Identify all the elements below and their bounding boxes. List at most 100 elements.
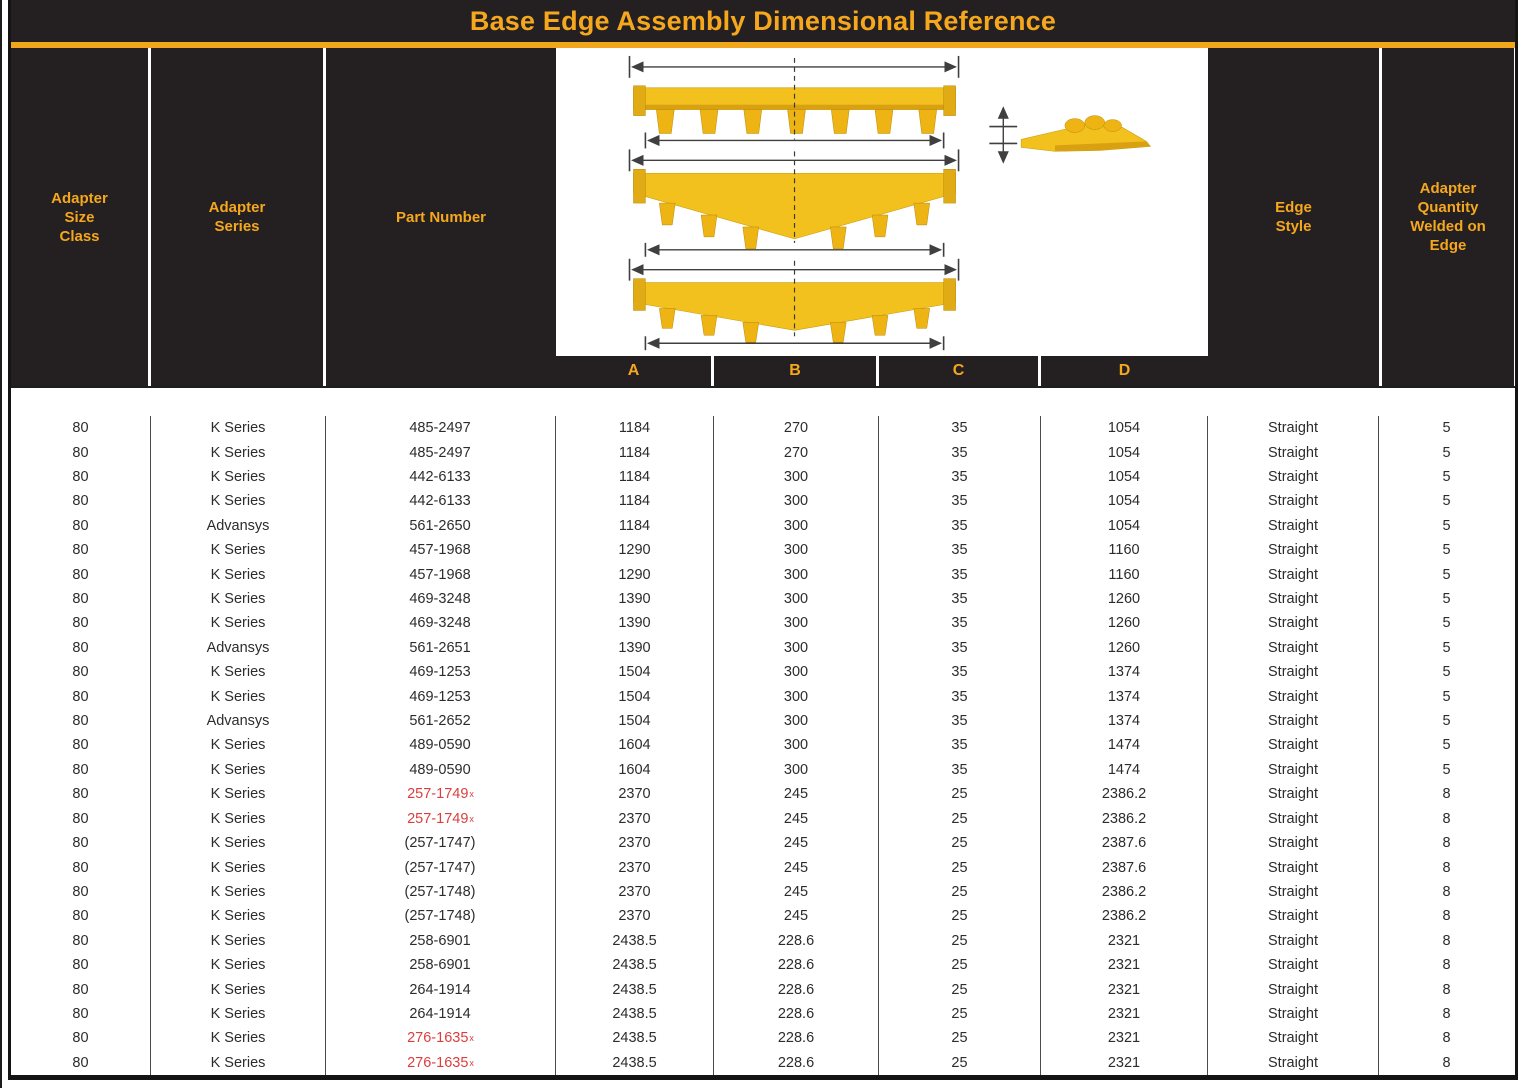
cell-part-number: 469-1253 (326, 684, 556, 709)
part-number-text: 258-6901 (409, 957, 471, 974)
cell-adapter-quantity: 8 (1442, 1054, 1451, 1071)
cell-dim-b: 228.6 (714, 952, 879, 978)
table-row: 80 K Series 489-0590 1604 300 35 1474 St… (11, 733, 1515, 758)
cell-adapter-quantity: 8 (1442, 835, 1451, 852)
cell-dim-d: 1260 (1041, 635, 1208, 661)
cell-adapter-quantity: 5 (1442, 469, 1451, 486)
cell-dim-c: 35 (879, 684, 1041, 709)
cell-adapter-size-class: 80 (11, 782, 151, 807)
cell-dim-d: 1260 (1041, 611, 1208, 636)
cell-dim-b: 245 (714, 806, 879, 831)
cell-adapter-series: K Series (151, 806, 326, 831)
cell-adapter-quantity: 5 (1442, 517, 1451, 534)
cell-adapter-size-class: 80 (11, 1050, 151, 1075)
cell-part-number: 264-1914 (326, 1001, 556, 1027)
cell-edge-style: Straight (1208, 757, 1379, 783)
cell-edge-style: Straight (1208, 660, 1379, 685)
cell-edge-style: Straight (1208, 879, 1379, 905)
cell-adapter-quantity: 8 (1442, 932, 1451, 949)
cell-dim-d: 1260 (1041, 586, 1208, 612)
diagram-area: A B C D (556, 48, 1208, 386)
table-row: 80 K Series (257-1748) 2370 245 25 2386.… (11, 879, 1515, 905)
table-row: 80 K Series 489-0590 1604 300 35 1474 St… (11, 757, 1515, 783)
table-row: 80 K Series 257-1749 x 2370 245 25 2386.2… (11, 806, 1515, 831)
table-row: 80 K Series 457-1968 1290 300 35 1160 St… (11, 562, 1515, 587)
cell-adapter-series: K Series (151, 464, 326, 490)
cell-dim-c: 25 (879, 1001, 1041, 1027)
cell-dim-c: 35 (879, 757, 1041, 783)
cell-adapter-size-class: 80 (11, 416, 151, 441)
table-header: Adapter Size Class Adapter Series Part N… (11, 48, 1515, 388)
part-number-text: (257-1748) (404, 883, 476, 900)
table-row: 80 K Series 469-1253 1504 300 35 1374 St… (11, 660, 1515, 685)
cell-dim-c: 25 (879, 830, 1041, 856)
table-row: 80 K Series 264-1914 2438.5 228.6 25 232… (11, 1001, 1515, 1027)
cell-dim-a: 2438.5 (556, 1001, 714, 1027)
part-number-text: 258-6901 (409, 932, 471, 949)
cell-dim-b: 300 (714, 684, 879, 709)
table-row: 80 K Series 442-6133 1184 300 35 1054 St… (11, 489, 1515, 514)
cell-part-number: 489-0590 (326, 757, 556, 783)
part-number-text: 485-2497 (409, 444, 471, 461)
header-adapter-quantity: Adapter Quantity Welded on Edge (1379, 48, 1514, 386)
cell-adapter-quantity: 5 (1442, 420, 1451, 437)
header-dim-d: D (1118, 362, 1131, 380)
dimension-header-band: A B C D (556, 356, 1208, 386)
cell-edge-style: Straight (1208, 562, 1379, 587)
cell-part-number: 442-6133 (326, 489, 556, 514)
cell-dim-d: 2321 (1041, 1026, 1208, 1051)
cell-edge-style: Straight (1208, 733, 1379, 758)
cell-adapter-series: K Series (151, 538, 326, 563)
cell-adapter-quantity: 5 (1442, 566, 1451, 583)
cell-dim-a: 1604 (556, 733, 714, 758)
cell-dim-a: 2370 (556, 806, 714, 831)
cell-adapter-size-class: 80 (11, 586, 151, 612)
cell-adapter-quantity: 8 (1442, 908, 1451, 925)
cell-dim-a: 1604 (556, 757, 714, 783)
cell-dim-c: 25 (879, 928, 1041, 953)
cell-adapter-size-class: 80 (11, 489, 151, 514)
cell-part-number: (257-1747) (326, 855, 556, 880)
cell-adapter-size-class: 80 (11, 952, 151, 978)
header-part-number: Part Number (326, 48, 556, 386)
cell-adapter-size-class: 80 (11, 855, 151, 880)
cell-part-number: 276-1635 x (326, 1050, 556, 1075)
cell-dim-b: 245 (714, 830, 879, 856)
cell-dim-a: 1290 (556, 562, 714, 587)
cell-adapter-quantity: 8 (1442, 1005, 1451, 1022)
header-dim-a: A (556, 356, 714, 386)
cell-adapter-quantity: 5 (1442, 542, 1451, 559)
cell-dim-a: 2370 (556, 904, 714, 929)
cell-dim-c: 35 (879, 562, 1041, 587)
cell-dim-a: 1184 (556, 464, 714, 490)
cell-adapter-quantity: 5 (1442, 761, 1451, 778)
cell-adapter-size-class: 80 (11, 830, 151, 856)
cell-dim-b: 300 (714, 635, 879, 661)
cell-edge-style: Straight (1208, 684, 1379, 709)
part-number-text: 264-1914 (409, 1005, 471, 1022)
cell-dim-c: 35 (879, 513, 1041, 539)
cell-dim-b: 300 (714, 757, 879, 783)
cell-dim-b: 228.6 (714, 1050, 879, 1075)
cell-adapter-quantity: 8 (1442, 859, 1451, 876)
cell-edge-style: Straight (1208, 830, 1379, 856)
cell-dim-d: 2321 (1041, 1050, 1208, 1075)
cell-adapter-size-class: 80 (11, 513, 151, 539)
cell-dim-a: 2370 (556, 782, 714, 807)
cell-dim-c: 25 (879, 879, 1041, 905)
cell-dim-d: 1054 (1041, 513, 1208, 539)
cell-dim-d: 1054 (1041, 489, 1208, 514)
table-row: 80 K Series 442-6133 1184 300 35 1054 St… (11, 464, 1515, 490)
cell-dim-b: 228.6 (714, 977, 879, 1002)
table-row: 80 Advansys 561-2652 1504 300 35 1374 St… (11, 708, 1515, 734)
cell-adapter-series: K Series (151, 1050, 326, 1075)
table-row: 80 K Series 469-3248 1390 300 35 1260 St… (11, 611, 1515, 636)
cell-dim-a: 1184 (556, 416, 714, 441)
cell-dim-d: 1374 (1041, 660, 1208, 685)
cell-dim-d: 2387.6 (1041, 830, 1208, 856)
cell-part-number: 258-6901 (326, 928, 556, 953)
cell-part-number: 485-2497 (326, 440, 556, 465)
part-number-text: (257-1748) (404, 908, 476, 925)
table-row: 80 K Series (257-1747) 2370 245 25 2387.… (11, 855, 1515, 880)
cell-part-number: 257-1749 x (326, 782, 556, 807)
